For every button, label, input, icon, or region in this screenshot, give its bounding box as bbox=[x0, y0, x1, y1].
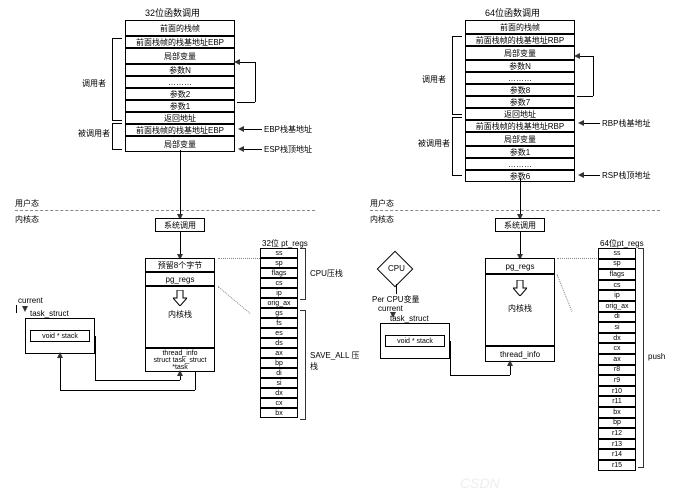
left-row: 返回地址 bbox=[125, 112, 235, 124]
right-row: 参数N bbox=[465, 60, 575, 72]
right-taskstruct: task_struct bbox=[390, 314, 429, 323]
left-ptreg-cell: ip bbox=[260, 288, 298, 298]
right-ptreg-cell: r12 bbox=[598, 428, 636, 439]
right-ptreg-cell: dx bbox=[598, 333, 636, 344]
right-ptreg-cell: bx bbox=[598, 407, 636, 418]
right-pgregs: pg_regs bbox=[485, 258, 555, 274]
right-caller: 调用者 bbox=[422, 74, 446, 85]
right-ptreg-cell: di bbox=[598, 312, 636, 323]
left-ptreg-cell: gs bbox=[260, 308, 298, 318]
right-push: push bbox=[648, 352, 665, 361]
left-ptreg-cell: fs bbox=[260, 318, 298, 328]
left-ptreg-cell: di bbox=[260, 368, 298, 378]
right-ptreg-cell: cs bbox=[598, 280, 636, 291]
left-row: 参数N bbox=[125, 64, 235, 76]
left-ptreg-cell: ss bbox=[260, 248, 298, 258]
left-row: 局部变量 bbox=[125, 48, 235, 64]
right-title: 64位函数调用 bbox=[485, 6, 540, 19]
right-ptreg-cell: r9 bbox=[598, 375, 636, 386]
right-ptreg-cell: r8 bbox=[598, 365, 636, 376]
left-ptreg-cell: ds bbox=[260, 338, 298, 348]
right-kernel: 内核态 bbox=[370, 214, 394, 225]
left-cpupush: CPU压栈 bbox=[310, 268, 343, 279]
left-ptreg-cell: cs bbox=[260, 278, 298, 288]
right-thread: thread_info bbox=[485, 346, 555, 362]
left-thread: thread_info struct task_struct *task bbox=[145, 348, 215, 372]
right-rbp: RBP栈基地址 bbox=[602, 118, 650, 129]
watermark: CSDN bbox=[460, 475, 500, 491]
right-kstack-label: 内核栈 bbox=[508, 303, 532, 314]
left-ptreg-cell: sp bbox=[260, 258, 298, 268]
right-ptreg-cell: ax bbox=[598, 354, 636, 365]
right-row: 局部变量 bbox=[465, 46, 575, 60]
left-esp: ESP栈顶地址 bbox=[264, 144, 312, 155]
left-saveall: SAVE_ALL 压栈 bbox=[310, 350, 360, 372]
left-ptreg-cell: flags bbox=[260, 268, 298, 278]
right-ptreg-cell: flags bbox=[598, 269, 636, 280]
right-voidstack: void * stack bbox=[385, 335, 445, 347]
left-ptreg-cell: si bbox=[260, 378, 298, 388]
right-row: 前面栈帧的栈基地址RBP bbox=[465, 120, 575, 132]
left-row: 参数1 bbox=[125, 100, 235, 112]
left-kernel: 内核态 bbox=[15, 214, 39, 225]
left-syscall: 系统调用 bbox=[155, 218, 205, 232]
right-user: 用户态 bbox=[370, 198, 394, 209]
right-ptreg-cell: r10 bbox=[598, 386, 636, 397]
left-row: 前面栈帧的栈基地址EBP bbox=[125, 36, 235, 48]
right-bigarrow bbox=[513, 280, 527, 296]
left-stack-top: 前面的栈帧 bbox=[125, 20, 235, 36]
left-current: current bbox=[18, 296, 43, 305]
right-ptreg-cell: r15 bbox=[598, 460, 636, 471]
right-syscall: 系统调用 bbox=[495, 218, 545, 232]
left-ptreg-cell: bp bbox=[260, 358, 298, 368]
left-caller: 调用者 bbox=[82, 78, 106, 89]
right-stack-top: 前面的栈帧 bbox=[465, 20, 575, 34]
right-row: 参数7 bbox=[465, 96, 575, 108]
right-row: 参数8 bbox=[465, 84, 575, 96]
right-ptreg-cell: r13 bbox=[598, 439, 636, 450]
right-ptreg-cell: bp bbox=[598, 418, 636, 429]
left-ptreg-cell: dx bbox=[260, 388, 298, 398]
left-ptreg-cell: cx bbox=[260, 398, 298, 408]
left-pgregs: pg_regs bbox=[145, 272, 215, 286]
right-row: 前面栈帧的栈基地址RBP bbox=[465, 34, 575, 46]
left-ptreg-cell: ax bbox=[260, 348, 298, 358]
left-row: ……… bbox=[125, 76, 235, 88]
right-row: ……… bbox=[465, 72, 575, 84]
left-ebp: EBP栈基地址 bbox=[264, 124, 312, 135]
left-ptreg-cell: orig_ax bbox=[260, 298, 298, 308]
left-ptreg-cell: bx bbox=[260, 408, 298, 418]
right-ptreg-cell: ip bbox=[598, 290, 636, 301]
left-row: 参数2 bbox=[125, 88, 235, 100]
right-ptreg-cell: cx bbox=[598, 343, 636, 354]
right-row: ……… bbox=[465, 158, 575, 170]
right-ptreg-cell: orig_ax bbox=[598, 301, 636, 312]
right-ptreg-cell: si bbox=[598, 322, 636, 333]
left-taskstruct: task_struct bbox=[30, 309, 69, 318]
right-ptreg-cell: r11 bbox=[598, 396, 636, 407]
right-row: 参数1 bbox=[465, 146, 575, 158]
right-cpu: CPU bbox=[388, 264, 405, 273]
right-row: 返回地址 bbox=[465, 108, 575, 120]
left-kstack-label: 内核栈 bbox=[168, 309, 192, 320]
right-callee: 被调用者 bbox=[418, 138, 450, 149]
left-bigarrow bbox=[173, 290, 187, 306]
left-ptreg-cell: es bbox=[260, 328, 298, 338]
left-title: 32位函数调用 bbox=[145, 6, 200, 19]
right-ptreg-cell: ss bbox=[598, 248, 636, 259]
left-callee: 被调用者 bbox=[78, 128, 110, 139]
left-user: 用户态 bbox=[15, 198, 39, 209]
left-reserve: 预留8个字节 bbox=[145, 258, 215, 272]
right-ptreg-cell: sp bbox=[598, 259, 636, 270]
right-ptreg-cell: r14 bbox=[598, 449, 636, 460]
left-voidstack: void * stack bbox=[30, 330, 90, 342]
left-row: 前面栈帧的栈基地址EBP bbox=[125, 124, 235, 136]
right-rsp: RSP栈顶地址 bbox=[602, 170, 650, 181]
right-row: 局部变量 bbox=[465, 132, 575, 146]
